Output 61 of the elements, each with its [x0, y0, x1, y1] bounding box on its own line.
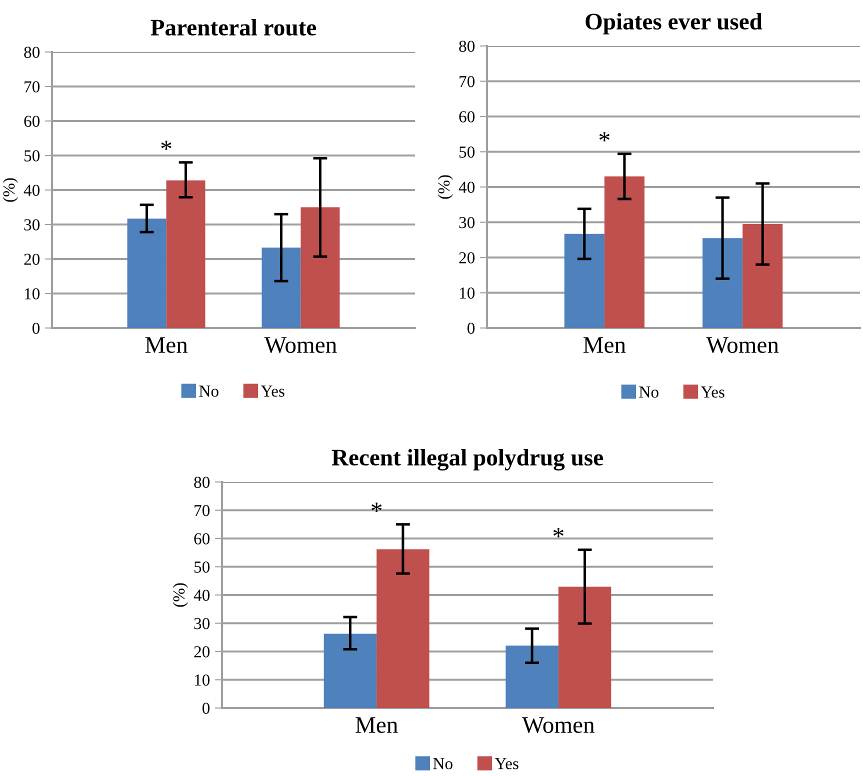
bar [300, 207, 340, 328]
y-tick-label: 10 [24, 288, 40, 300]
y-tick-label: 30 [24, 219, 40, 230]
bar [376, 549, 430, 708]
bar [558, 586, 612, 708]
x-tick-label: Women [264, 337, 337, 354]
y-tick-label: 60 [459, 111, 475, 122]
bar [742, 224, 783, 328]
y-tick-label: 20 [194, 646, 210, 658]
legend-label: No [639, 386, 658, 398]
annotation: * [161, 140, 172, 150]
y-tick-label: 70 [460, 76, 475, 88]
y-tick-label: 0 [202, 702, 210, 714]
chart-title: Opiates ever used [586, 12, 762, 34]
legend-label: Yes [494, 758, 518, 770]
x-tick-label: Women [522, 717, 594, 734]
annotation: * [372, 502, 382, 512]
x-tick-label: Men [145, 337, 188, 353]
annotation: * [553, 528, 564, 538]
y-tick-label: 40 [24, 184, 40, 196]
y-tick-label: 40 [194, 590, 210, 601]
y-tick-label: 40 [458, 182, 475, 193]
x-tick-label: Women [706, 337, 779, 354]
annotation: * [599, 132, 610, 142]
y-tick-label: 80 [459, 40, 475, 52]
y-tick-label: 20 [24, 254, 40, 265]
y-tick-label: 30 [194, 618, 210, 630]
y-tick-label: 0 [32, 322, 40, 334]
legend-label: No [199, 386, 218, 397]
y-tick-label: 0 [467, 322, 475, 334]
y-tick-label: 50 [194, 561, 210, 573]
bar [324, 634, 377, 708]
legend-label: Yes [260, 386, 284, 397]
bar [506, 646, 558, 708]
x-tick-label: Men [356, 717, 398, 733]
chart-title: Parenteral route [150, 18, 316, 36]
y-tick-label: 10 [194, 674, 210, 686]
y-tick-label: 70 [24, 81, 40, 92]
bar [166, 180, 206, 328]
y-tick-label: 30 [459, 216, 475, 228]
y-tick-label: 70 [194, 504, 210, 516]
legend-label: No [433, 758, 452, 770]
y-tick-label: 10 [460, 287, 475, 299]
bar [702, 238, 743, 328]
bar [604, 176, 644, 328]
legend-label: Yes [700, 386, 724, 398]
chart-title: Recent illegal polydrug use [332, 448, 603, 471]
y-tick-label: 80 [24, 46, 40, 58]
y-axis-title: (%) [2, 178, 18, 202]
y-axis-title: (%) [172, 583, 188, 607]
y-tick-label: 80 [194, 476, 210, 488]
y-tick-label: 20 [459, 252, 475, 264]
bar [127, 218, 166, 328]
y-tick-label: 50 [459, 146, 475, 158]
y-tick-label: 60 [194, 533, 210, 544]
y-tick-label: 60 [24, 116, 40, 127]
y-tick-label: 50 [24, 150, 40, 162]
bar [262, 248, 301, 328]
x-tick-label: Men [583, 337, 626, 353]
y-axis-title: (%) [438, 175, 453, 199]
bar [564, 234, 604, 328]
